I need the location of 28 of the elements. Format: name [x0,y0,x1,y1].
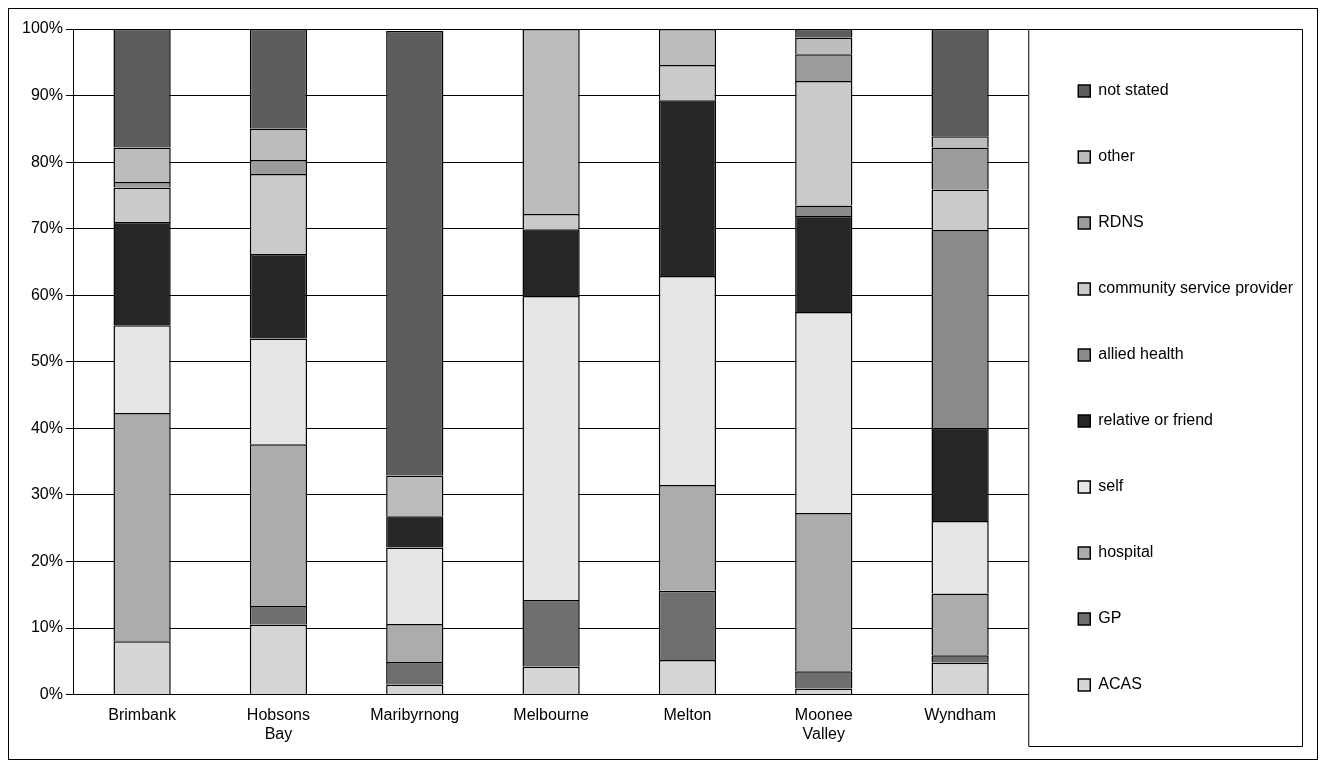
y-tick-label: 10% [30,618,63,636]
x-tick-label: Moonee Valley [794,705,853,742]
y-tick-label: 20% [30,551,63,569]
y-tick-label: 50% [30,352,63,370]
y-tick-label: 40% [30,418,63,436]
legend-label: community service provider [1098,279,1294,297]
legend-label: hospital [1098,543,1154,561]
y-tick-label: 0% [39,685,63,703]
legend-label: ACAS [1098,675,1142,693]
y-tick-label: 80% [30,152,63,170]
legend-label: self [1098,477,1124,495]
y-tick-label: 90% [30,85,63,103]
legend-label: allied health [1098,345,1184,363]
x-tick-label: Melbourne [513,705,589,723]
y-tick-label: 30% [30,485,63,503]
legend-label: relative or friend [1098,411,1213,429]
y-tick-label: 70% [30,219,63,237]
legend-label: GP [1098,609,1122,627]
x-tick-label: Hobsons Bay [246,705,310,742]
x-tick-label: Maribyrnong [370,705,460,723]
legend-label: other [1098,147,1136,165]
x-tick-label: Melton [663,705,712,723]
y-tick-label: 60% [30,285,63,303]
y-tick-label: 100% [22,19,63,37]
legend-label: RDNS [1098,213,1144,231]
legend-label: not stated [1098,81,1169,99]
x-tick-label: Brimbank [108,705,177,723]
x-tick-label: Wyndham [924,705,997,723]
